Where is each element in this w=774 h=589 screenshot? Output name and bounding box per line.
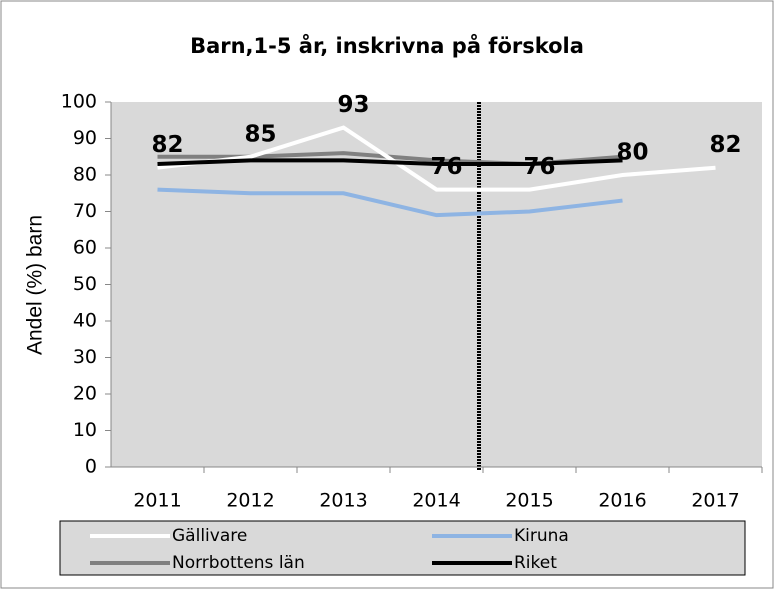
legend-label: Riket (514, 553, 557, 573)
data-label: 82 (151, 132, 183, 158)
legend-label: Norrbottens län (172, 553, 305, 573)
data-label: 93 (337, 92, 369, 118)
x-tick-label: 2017 (691, 490, 739, 512)
y-axis-label: Andel (%) barn (24, 215, 47, 355)
y-tick-label: 30 (73, 346, 97, 368)
data-label: 85 (244, 121, 276, 147)
series-line (157, 187, 623, 218)
y-tick-label: 10 (73, 419, 97, 441)
y-tick-label: 0 (85, 456, 97, 478)
y-tick-label: 40 (73, 310, 97, 332)
x-tick-label: 2011 (133, 490, 181, 512)
y-tick-label: 20 (73, 383, 97, 405)
chart-title: Barn,1-5 år, inskrivna på förskola (190, 33, 584, 58)
data-label: 82 (709, 132, 741, 158)
x-tick-label: 2012 (226, 490, 274, 512)
series-line (157, 158, 623, 167)
data-label: 80 (616, 140, 648, 166)
y-tick-label: 70 (73, 200, 97, 222)
legend (59, 520, 746, 576)
y-tick-label: 80 (73, 164, 97, 186)
legend-label: Kiruna (514, 526, 569, 546)
x-tick-label: 2014 (412, 490, 460, 512)
y-tick-label: 100 (61, 91, 97, 113)
legend-label: Gällivare (172, 526, 247, 546)
x-tick-label: 2013 (319, 490, 367, 512)
x-tick-label: 2016 (598, 490, 646, 512)
y-tick-label: 60 (73, 237, 97, 259)
x-tick-label: 2015 (505, 490, 553, 512)
series-line (157, 125, 716, 192)
y-tick-label: 90 (73, 127, 97, 149)
y-tick-label: 50 (73, 273, 97, 295)
data-label: 76 (430, 154, 462, 180)
data-label: 76 (523, 154, 555, 180)
